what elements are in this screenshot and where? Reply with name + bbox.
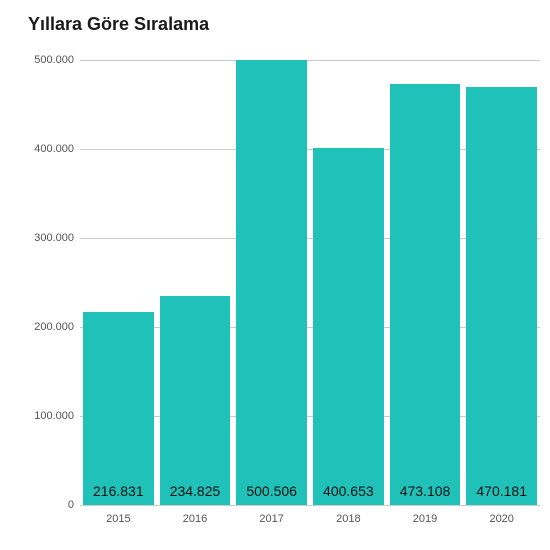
gridline [80, 505, 540, 506]
y-axis-label: 300.000 [34, 232, 80, 244]
bar-value-label: 216.831 [83, 483, 154, 499]
bars-group: 216.8312015234.8252016500.5062017400.653… [80, 60, 540, 505]
bar-slot: 473.1082019 [387, 60, 464, 505]
bar-slot: 500.5062017 [233, 60, 310, 505]
x-axis-label: 2016 [183, 505, 207, 525]
bar: 234.825 [160, 296, 231, 505]
bar: 470.181 [466, 87, 537, 505]
x-axis-label: 2017 [259, 505, 283, 525]
bar: 473.108 [390, 84, 461, 505]
y-axis-label: 100.000 [34, 410, 80, 422]
bar-value-label: 470.181 [466, 483, 537, 499]
bar-slot: 470.1812020 [463, 60, 540, 505]
bar-slot: 400.6532018 [310, 60, 387, 505]
chart-container: Yıllara Göre Sıralama 216.8312015234.825… [0, 0, 550, 550]
chart-title: Yıllara Göre Sıralama [28, 14, 209, 35]
x-axis-label: 2018 [336, 505, 360, 525]
x-axis-label: 2020 [489, 505, 513, 525]
x-axis-label: 2019 [413, 505, 437, 525]
bar-value-label: 473.108 [390, 483, 461, 499]
y-axis-label: 500.000 [34, 54, 80, 66]
bar-slot: 216.8312015 [80, 60, 157, 505]
bar: 216.831 [83, 312, 154, 505]
y-axis-label: 400.000 [34, 143, 80, 155]
y-axis-label: 0 [68, 499, 80, 511]
bar-value-label: 400.653 [313, 483, 384, 499]
y-axis-label: 200.000 [34, 321, 80, 333]
bar-value-label: 500.506 [236, 483, 307, 499]
x-axis-label: 2015 [106, 505, 130, 525]
bar-value-label: 234.825 [160, 483, 231, 499]
bar: 400.653 [313, 148, 384, 505]
bar-slot: 234.8252016 [157, 60, 234, 505]
bar: 500.506 [236, 60, 307, 505]
plot-area: 216.8312015234.8252016500.5062017400.653… [80, 60, 540, 505]
